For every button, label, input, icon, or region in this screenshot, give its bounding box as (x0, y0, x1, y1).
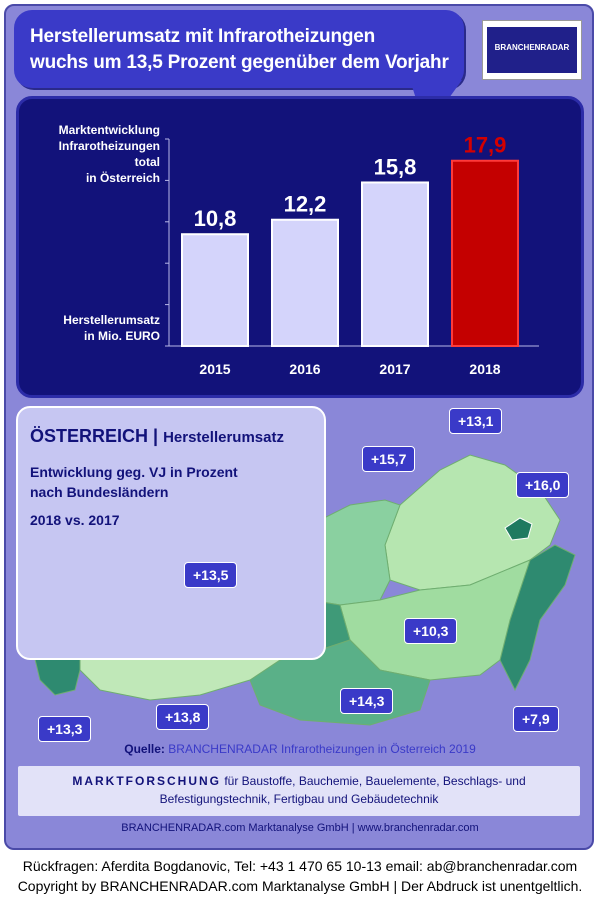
y-axis-label-line-2: in Mio. EURO (84, 329, 160, 343)
data-label-2018: 17,9 (464, 133, 507, 158)
map-subtitle-line-1: Entwicklung geg. VJ in Prozent (30, 464, 238, 480)
label-oberoesterreich: +15,7 (362, 446, 416, 472)
map-title-sub: Herstellerumsatz (163, 429, 284, 446)
label-steiermark: +10,3 (404, 618, 458, 644)
label-tirol: +13,8 (156, 704, 210, 730)
bar-2015 (181, 233, 249, 347)
headline-box (14, 10, 464, 88)
label-kaernten: +14,3 (340, 688, 394, 714)
source-prefix: Quelle: (124, 742, 165, 756)
label-wien: +16,0 (516, 472, 570, 498)
x-tick-label-2017: 2017 (379, 361, 410, 377)
chart-box: 10,8 2015 12,2 2016 15,8 2017 17,9 2018 (16, 96, 584, 398)
source-line: Quelle: BRANCHENRADAR Infrarotheizungen … (0, 742, 600, 756)
market-box (16, 764, 582, 818)
map-info-card (16, 406, 326, 660)
label-burgenland: +7,9 (513, 706, 559, 732)
market-bold: MARKTFORSCHUNG (72, 774, 221, 788)
contact-line-1: Rückfragen: Aferdita Bogdanovic, Tel: +4… (22, 858, 578, 874)
market-text: MARKTFORSCHUNG für Baustoffe, Bauchemie,… (24, 772, 574, 808)
bar-2016 (271, 218, 339, 347)
label-vorarlberg: +13,3 (38, 716, 92, 742)
contact-line-2: Copyright by BRANCHENRADAR.com Marktanal… (17, 878, 583, 894)
logo-text: BRANCHENRADAR (494, 43, 570, 52)
region-wien (504, 517, 533, 541)
market-line-1: für Baustoffe, Bauchemie, Bauelemente, B… (221, 774, 526, 788)
y-axis-label: Herstellerumsatz in Mio. EURO (40, 312, 160, 344)
headline-line-2: wuchs um 13,5 Prozent gegenüber dem Vorj… (30, 52, 449, 73)
logo-background: BRANCHENRADAR (487, 27, 577, 73)
chart-title-line-3: total (134, 155, 160, 169)
map-subtitle: Entwicklung geg. VJ in Prozent nach Bund… (30, 462, 238, 502)
map-title: ÖSTERREICH | Herstellerumsatz (30, 426, 284, 447)
logo: BRANCHENRADAR (482, 20, 582, 80)
chart-title: Marktentwicklung Infrarotheizungen total… (40, 122, 160, 186)
chart-title-line-4: in Österreich (85, 171, 160, 185)
bar-2018 (451, 159, 519, 347)
x-tick-label-2018: 2018 (469, 361, 500, 377)
headline-line-1: Herstellerumsatz mit Infrarotheizungen (30, 26, 376, 47)
contact: Rückfragen: Aferdita Bogdanovic, Tel: +4… (0, 856, 600, 896)
map-title-separator: | (153, 426, 164, 446)
label-niederoesterreich: +13,1 (449, 408, 503, 434)
chart-title-line-1: Marktentwicklung (58, 123, 160, 137)
source-text: BRANCHENRADAR Infrarotheizungen in Öster… (168, 742, 476, 756)
label-salzburg: +13,5 (184, 562, 238, 588)
data-label-2015: 10,8 (194, 206, 237, 231)
bar-chart: 10,8 2015 12,2 2016 15,8 2017 17,9 2018 (165, 133, 539, 377)
x-tick-label-2016: 2016 (289, 361, 320, 377)
data-label-2017: 15,8 (374, 154, 417, 179)
headline: Herstellerumsatz mit Infrarotheizungen w… (30, 24, 449, 76)
map-period: 2018 vs. 2017 (30, 512, 120, 528)
map-subtitle-line-2: nach Bundesländern (30, 484, 169, 500)
y-axis-label-line-1: Herstellerumsatz (63, 313, 160, 327)
x-tick-label-2015: 2015 (199, 361, 230, 377)
data-label-2016: 12,2 (284, 192, 327, 217)
bar-2017 (361, 181, 429, 347)
footer-line: BRANCHENRADAR.com Marktanalyse GmbH | ww… (121, 822, 479, 834)
chart-title-line-2: Infrarotheizungen (58, 139, 160, 153)
map-title-main: ÖSTERREICH (30, 426, 149, 446)
market-line-2: Befestigungstechnik, Fertigbau und Gebäu… (159, 792, 439, 806)
